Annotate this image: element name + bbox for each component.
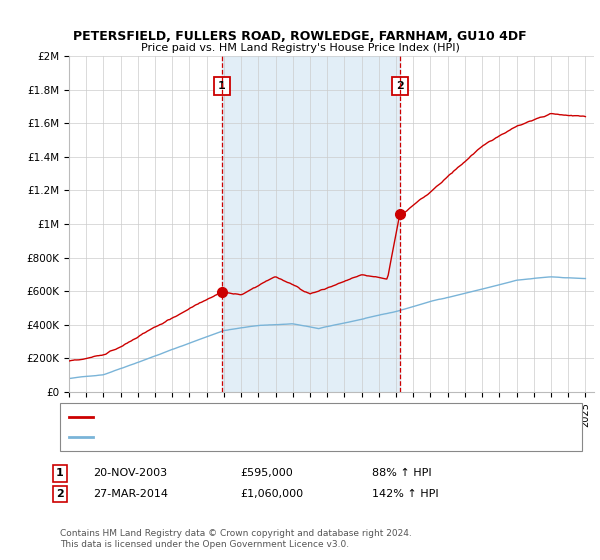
Text: PETERSFIELD, FULLERS ROAD, ROWLEDGE, FARNHAM, GU10 4DF (detached house): PETERSFIELD, FULLERS ROAD, ROWLEDGE, FAR… bbox=[99, 413, 507, 422]
Text: Price paid vs. HM Land Registry's House Price Index (HPI): Price paid vs. HM Land Registry's House … bbox=[140, 43, 460, 53]
Text: 88% ↑ HPI: 88% ↑ HPI bbox=[372, 468, 431, 478]
Text: 142% ↑ HPI: 142% ↑ HPI bbox=[372, 489, 439, 499]
Bar bbox=[222, 56, 400, 392]
Text: £595,000: £595,000 bbox=[240, 468, 293, 478]
Text: Contains HM Land Registry data © Crown copyright and database right 2024.
This d: Contains HM Land Registry data © Crown c… bbox=[60, 529, 412, 549]
Text: 20-NOV-2003: 20-NOV-2003 bbox=[93, 468, 167, 478]
Text: £1,060,000: £1,060,000 bbox=[240, 489, 303, 499]
Text: PETERSFIELD, FULLERS ROAD, ROWLEDGE, FARNHAM, GU10 4DF: PETERSFIELD, FULLERS ROAD, ROWLEDGE, FAR… bbox=[73, 30, 527, 43]
Text: 1: 1 bbox=[56, 468, 64, 478]
Text: 1: 1 bbox=[218, 81, 226, 91]
Text: 2: 2 bbox=[396, 81, 404, 91]
Text: 27-MAR-2014: 27-MAR-2014 bbox=[93, 489, 168, 499]
Text: 2: 2 bbox=[56, 489, 64, 499]
Text: HPI: Average price, detached house, East Hampshire: HPI: Average price, detached house, East… bbox=[99, 432, 357, 442]
